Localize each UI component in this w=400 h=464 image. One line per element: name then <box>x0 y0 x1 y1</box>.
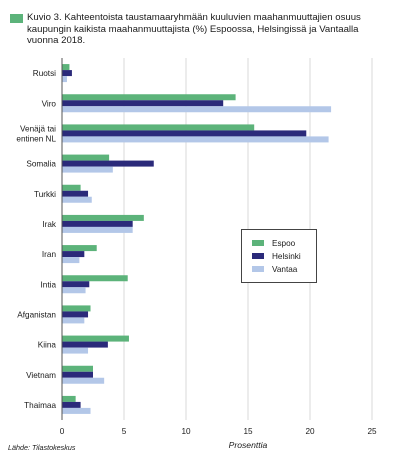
legend-swatch-vantaa <box>252 266 264 272</box>
category-label: Irak <box>42 220 57 229</box>
bar-vantaa <box>62 287 86 294</box>
legend-swatch-helsinki <box>252 253 264 259</box>
category-label: Afganistan <box>17 310 56 319</box>
bar-espoo <box>62 305 91 312</box>
legend-item-helsinki: Helsinki <box>252 250 301 262</box>
legend-swatch-espoo <box>252 240 264 246</box>
bar-helsinki <box>62 401 81 408</box>
bar-helsinki <box>62 281 90 288</box>
bar-vantaa <box>62 317 85 324</box>
title-color-swatch <box>10 14 23 23</box>
category-label: Vietnam <box>26 371 56 380</box>
bar-vantaa <box>62 166 113 173</box>
bar-vantaa <box>62 196 92 203</box>
x-tick-label: 25 <box>367 427 377 436</box>
chart-legend: Espoo Helsinki Vantaa <box>241 229 317 283</box>
bar-helsinki <box>62 130 307 137</box>
source-note: Lähde: Tilastokeskus <box>8 443 76 452</box>
category-label: Turkki <box>34 190 56 199</box>
bar-helsinki <box>62 70 72 77</box>
category-label: Thaimaa <box>24 401 56 410</box>
bar-vantaa <box>62 257 80 264</box>
category-label: Ruotsi <box>33 69 56 78</box>
bar-vantaa <box>62 407 91 414</box>
x-axis-label: Prosenttia <box>229 440 268 450</box>
category-label: Iran <box>42 250 57 259</box>
x-tick-label: 0 <box>60 427 65 436</box>
legend-item-espoo: Espoo <box>252 237 295 249</box>
bar-vantaa <box>62 226 133 233</box>
category-label: Intia <box>41 280 57 289</box>
legend-label-helsinki: Helsinki <box>272 251 301 261</box>
category-label: Viro <box>42 99 57 108</box>
bar-helsinki <box>62 311 89 318</box>
x-tick-label: 15 <box>243 427 253 436</box>
x-tick-label: 5 <box>122 427 127 436</box>
bar-espoo <box>62 124 255 131</box>
bar-helsinki <box>62 251 85 258</box>
bar-helsinki <box>62 371 93 378</box>
bar-espoo <box>62 245 97 252</box>
bar-espoo <box>62 214 144 221</box>
category-label: Kiina <box>38 341 57 350</box>
category-label: Somalia <box>26 160 56 169</box>
bar-espoo <box>62 275 128 282</box>
bar-vantaa <box>62 106 332 113</box>
bar-espoo <box>62 365 93 372</box>
legend-label-espoo: Espoo <box>272 238 296 248</box>
chart-title: Kuvio 3. Kahteentoista taustamaaryhmään … <box>27 12 361 46</box>
bar-helsinki <box>62 220 133 227</box>
bar-espoo <box>62 154 110 161</box>
bar-vantaa <box>62 136 329 143</box>
bar-vantaa <box>62 76 67 83</box>
bar-helsinki <box>62 160 154 167</box>
legend-label-vantaa: Vantaa <box>272 264 298 274</box>
chart-title-block: Kuvio 3. Kahteentoista taustamaaryhmään … <box>10 12 390 47</box>
bar-helsinki <box>62 100 224 107</box>
bar-espoo <box>62 94 236 101</box>
category-label: Venäjä tai <box>20 124 56 133</box>
bar-vantaa <box>62 377 105 384</box>
bar-espoo <box>62 395 76 402</box>
bar-helsinki <box>62 341 108 348</box>
category-label: entinen NL <box>16 134 56 143</box>
bar-espoo <box>62 335 129 342</box>
x-tick-label: 10 <box>181 427 191 436</box>
legend-item-vantaa: Vantaa <box>252 263 297 275</box>
bar-vantaa <box>62 347 89 354</box>
bar-espoo <box>62 184 81 191</box>
x-tick-label: 20 <box>305 427 315 436</box>
bar-espoo <box>62 64 70 71</box>
bar-helsinki <box>62 190 89 197</box>
